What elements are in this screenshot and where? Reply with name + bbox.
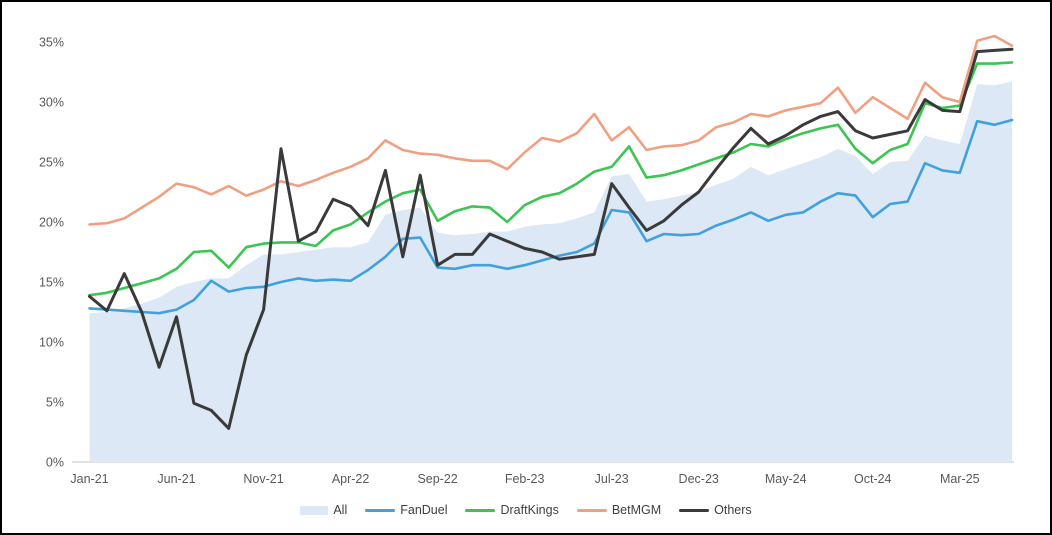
y-axis-tick-label: 20%	[39, 216, 64, 230]
legend-item-others[interactable]: Others	[679, 504, 752, 517]
x-axis-tick-label: Sep-22	[417, 472, 457, 486]
legend-item-betmgm[interactable]: BetMGM	[576, 503, 662, 517]
series-line-draftkings	[88, 61, 1014, 297]
y-axis-tick-label: 0%	[46, 456, 64, 470]
legend-label-others: Others	[714, 503, 752, 517]
legend-swatch-betmgm-icon	[576, 508, 607, 512]
x-axis-tick-label: Jun-21	[157, 472, 195, 486]
y-axis-tick-label: 15%	[39, 276, 64, 290]
y-axis-tick-label: 25%	[39, 156, 64, 170]
x-axis-tick-label: Jan-21	[70, 472, 108, 486]
legend-item-fanduel[interactable]: FanDuel	[365, 504, 447, 517]
legend-label-draftkings: DraftKings	[500, 503, 559, 517]
y-axis-tick-label: 35%	[39, 36, 64, 50]
legend-swatch-all-icon	[300, 505, 329, 515]
x-axis-tick-label: Mar-25	[940, 472, 980, 486]
x-axis-tick-label: Oct-24	[854, 472, 892, 486]
series-line-betmgm	[88, 34, 1014, 226]
series-area-all	[89, 81, 1012, 462]
legend-label-all: All	[333, 503, 348, 517]
x-axis-tick-label: Dec-23	[679, 472, 719, 486]
y-axis-tick-label: 5%	[46, 396, 64, 410]
y-axis-tick-label: 10%	[39, 336, 64, 350]
legend-item-all[interactable]: All	[300, 504, 347, 517]
chart-legend: All FanDuel DraftKings BetMGM Others	[2, 504, 1050, 517]
legend-swatch-draftkings-icon	[465, 508, 496, 512]
legend-swatch-fanduel-icon	[365, 508, 396, 512]
x-axis-tick-label: Nov-21	[243, 472, 283, 486]
x-axis-tick-label: Jul-23	[595, 472, 629, 486]
series-line-others	[88, 47, 1014, 430]
series-line-fanduel	[88, 118, 1014, 315]
legend-swatch-others-icon	[679, 508, 710, 512]
x-axis-tick-label: Feb-23	[505, 472, 545, 486]
x-axis-tick-label: May-24	[765, 472, 807, 486]
y-axis-tick-label: 30%	[39, 96, 64, 110]
legend-label-betmgm: BetMGM	[611, 503, 662, 517]
legend-item-draftkings[interactable]: DraftKings	[465, 503, 559, 517]
x-axis-tick-label: Apr-22	[332, 472, 370, 486]
legend-label-fanduel: FanDuel	[400, 503, 448, 517]
